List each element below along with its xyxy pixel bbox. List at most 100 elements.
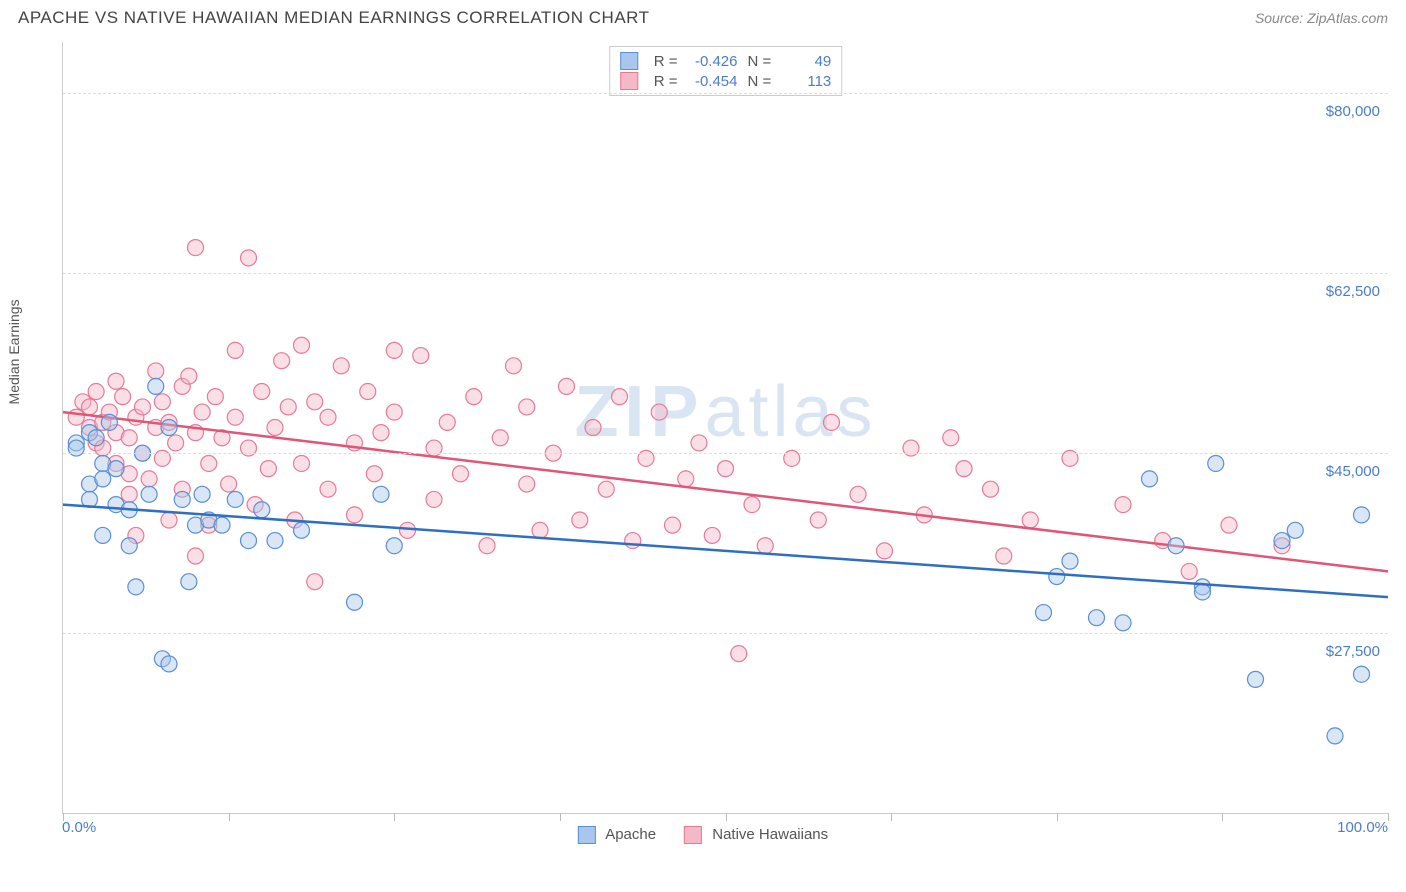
hawaiians-r-value: -0.454 [688,73,738,90]
series-legend: Apache Native Hawaiians [578,826,828,844]
data-point [824,414,840,430]
y-tick-label: $45,000 [1326,463,1380,480]
data-point [1062,553,1078,569]
data-point [181,368,197,384]
data-point [307,574,323,590]
data-point [141,486,157,502]
data-point [267,533,283,549]
data-point [347,507,363,523]
data-point [227,409,243,425]
data-point [519,476,535,492]
data-point [188,240,204,256]
x-max-label: 100.0% [1337,819,1388,836]
data-point [1089,610,1105,626]
data-point [559,378,575,394]
data-point [532,522,548,538]
hawaiians-swatch-icon [684,826,702,844]
data-point [101,414,117,430]
data-point [678,471,694,487]
data-point [221,476,237,492]
data-point [320,481,336,497]
trend-line [63,412,1388,571]
data-point [757,538,773,554]
data-point [386,404,402,420]
chart-title: APACHE VS NATIVE HAWAIIAN MEDIAN EARNING… [18,8,650,28]
data-point [227,491,243,507]
data-point [194,404,210,420]
data-point [260,461,276,477]
data-point [82,399,98,415]
data-point [188,548,204,564]
data-point [227,342,243,358]
data-point [744,497,760,513]
data-point [810,512,826,528]
data-point [121,486,137,502]
data-point [850,486,866,502]
chart-container: Median Earnings ZIPatlas R = -0.426 N = … [18,34,1388,864]
data-point [877,543,893,559]
data-point [426,491,442,507]
legend-row-hawaiians: R = -0.454 N = 113 [620,71,832,91]
data-point [201,455,217,471]
data-point [400,522,416,538]
data-point [280,399,296,415]
data-point [1022,512,1038,528]
legend-item-hawaiians: Native Hawaiians [684,826,828,844]
data-point [274,353,290,369]
data-point [95,527,111,543]
apache-n-value: 49 [781,53,831,70]
y-tick-label: $62,500 [1326,283,1380,300]
data-point [519,399,535,415]
data-point [1221,517,1237,533]
data-point [386,342,402,358]
data-point [1049,569,1065,585]
data-point [943,430,959,446]
data-point [95,471,111,487]
data-point [572,512,588,528]
data-point [108,461,124,477]
data-point [731,646,747,662]
y-tick-label: $27,500 [1326,643,1380,660]
data-point [386,538,402,554]
data-point [241,250,257,266]
x-min-label: 0.0% [62,819,96,836]
data-point [254,502,270,518]
apache-r-value: -0.426 [688,53,738,70]
data-point [333,358,349,374]
data-point [1287,522,1303,538]
data-point [492,430,508,446]
data-point [1195,584,1211,600]
data-point [148,363,164,379]
data-point [1115,497,1131,513]
data-point [161,420,177,436]
data-point [294,522,310,538]
data-point [174,491,190,507]
data-point [161,656,177,672]
data-point [254,384,270,400]
data-point [453,466,469,482]
data-point [115,389,131,405]
data-point [1181,563,1197,579]
y-axis-label: Median Earnings [6,299,22,404]
data-point [88,384,104,400]
data-point [1354,507,1370,523]
data-point [466,389,482,405]
apache-swatch-icon [620,52,638,70]
data-point [121,430,137,446]
data-point [373,425,389,441]
data-point [320,409,336,425]
data-point [598,481,614,497]
data-point [625,533,641,549]
data-point [956,461,972,477]
data-point [1208,455,1224,471]
data-point [1036,605,1052,621]
hawaiians-n-value: 113 [781,73,831,90]
data-point [241,533,257,549]
legend-row-apache: R = -0.426 N = 49 [620,51,832,71]
hawaiians-swatch-icon [620,72,638,90]
legend-item-apache: Apache [578,826,656,844]
data-point [108,373,124,389]
data-point [360,384,376,400]
data-point [1327,728,1343,744]
data-point [168,435,184,451]
